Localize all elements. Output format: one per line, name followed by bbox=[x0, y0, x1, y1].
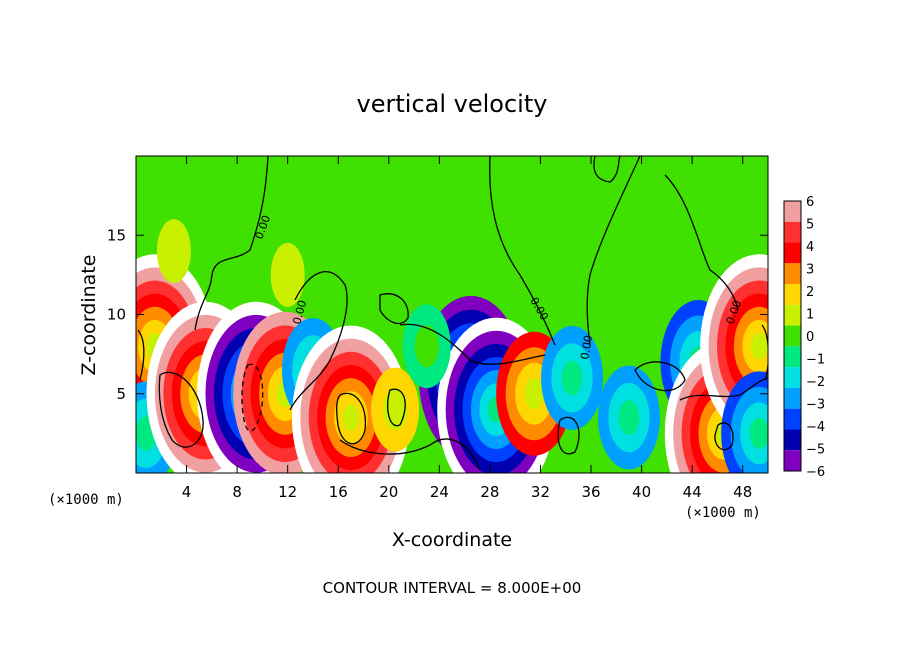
contour-line bbox=[761, 324, 768, 381]
colorbar-swatch bbox=[784, 325, 801, 347]
x-tick-label: 12 bbox=[278, 483, 297, 501]
x-tick-label: 36 bbox=[581, 483, 600, 501]
contour-line bbox=[241, 363, 264, 432]
x-tick-label: 8 bbox=[232, 483, 242, 501]
contour-line bbox=[557, 416, 580, 455]
velocity-cell bbox=[270, 242, 305, 307]
x-axis-unit: (×1000 m) bbox=[48, 492, 124, 508]
colorbar-swatch bbox=[784, 387, 801, 409]
colorbar-label: 2 bbox=[806, 285, 814, 300]
contour-line bbox=[336, 392, 367, 445]
colorbar-label: −4 bbox=[806, 420, 825, 435]
colorbar-frame bbox=[783, 200, 802, 472]
contour-line bbox=[158, 371, 204, 448]
contour-label: 0.00 bbox=[290, 299, 309, 326]
x-tick-label: 24 bbox=[430, 483, 449, 501]
colorbar-swatch bbox=[784, 242, 801, 264]
colorbar-label: −3 bbox=[806, 398, 825, 413]
chart-title: vertical velocity bbox=[357, 90, 548, 118]
colorbar-label: 0 bbox=[806, 330, 814, 345]
x-tick-label: 20 bbox=[379, 483, 398, 501]
x-tick-label: 44 bbox=[683, 483, 702, 501]
colorbar-swatch bbox=[784, 450, 801, 471]
velocity-cell bbox=[524, 378, 544, 410]
colorbar-label: 5 bbox=[806, 218, 814, 233]
contour-interval-note: CONTOUR INTERVAL = 8.000E+00 bbox=[323, 579, 582, 597]
colorbar-label: −1 bbox=[806, 353, 825, 368]
y-axis-ticks: 5 10 15 bbox=[107, 226, 768, 403]
contour-line bbox=[714, 422, 734, 451]
x-tick-label: 4 bbox=[182, 483, 192, 501]
colorbar-label: −5 bbox=[806, 443, 825, 458]
colorbar-label: 1 bbox=[806, 308, 814, 323]
x-tick-label: 28 bbox=[480, 483, 499, 501]
contour-line bbox=[399, 323, 546, 365]
y-axis-unit: (×1000 m) bbox=[685, 505, 761, 521]
contour-line bbox=[489, 156, 556, 346]
contour-line bbox=[664, 174, 739, 311]
contour-line bbox=[194, 156, 269, 331]
contour-line bbox=[339, 438, 481, 471]
velocity-cell bbox=[156, 219, 191, 284]
contour-label: 0.00 bbox=[578, 334, 595, 360]
colorbar-label: 3 bbox=[806, 263, 814, 278]
colorbar-swatch bbox=[784, 284, 801, 305]
y-tick-label: 15 bbox=[107, 226, 126, 244]
contour-line bbox=[387, 388, 406, 427]
colorbar-label: −2 bbox=[806, 375, 825, 390]
colorbar-swatch bbox=[784, 201, 801, 222]
colorbar-swatch bbox=[784, 346, 801, 368]
colorbar-swatch bbox=[784, 263, 801, 285]
colorbar-swatch bbox=[784, 408, 801, 430]
y-tick-label: 10 bbox=[107, 306, 126, 324]
velocity-cell bbox=[414, 325, 439, 368]
y-tick-label: 5 bbox=[116, 385, 126, 403]
contour-line bbox=[586, 156, 641, 346]
contour-line bbox=[137, 329, 145, 381]
x-tick-label: 48 bbox=[733, 483, 752, 501]
colorbar-label: 6 bbox=[806, 195, 814, 210]
y-axis-label: Z-coordinate bbox=[78, 255, 100, 376]
zero-contours bbox=[137, 156, 768, 471]
x-tick-label: 32 bbox=[531, 483, 550, 501]
contour-line bbox=[379, 293, 409, 325]
contour-line bbox=[593, 156, 621, 183]
colorbar-swatch bbox=[784, 429, 801, 451]
colorbar: 6 5 4 3 2 1 0 −1 −2 −3 −4 −5 −6 bbox=[783, 195, 825, 480]
colorbar-swatch bbox=[784, 221, 801, 243]
contour-line bbox=[679, 377, 768, 401]
velocity-cell bbox=[561, 360, 583, 396]
velocity-cell bbox=[749, 417, 768, 449]
velocity-cell bbox=[383, 388, 408, 431]
contour-line bbox=[634, 361, 686, 392]
x-axis-ticks: 4 8 12 16 20 24 28 32 36 40 44 48 bbox=[182, 156, 752, 501]
colorbar-label: 4 bbox=[806, 240, 814, 255]
velocity-cell bbox=[618, 400, 640, 435]
x-tick-label: 16 bbox=[329, 483, 348, 501]
x-axis-label: X-coordinate bbox=[392, 529, 512, 551]
colorbar-swatch bbox=[784, 304, 801, 326]
contour-line bbox=[289, 271, 348, 411]
x-tick-label: 40 bbox=[632, 483, 651, 501]
colorbar-label: −6 bbox=[806, 465, 825, 480]
velocity-cell bbox=[342, 404, 360, 431]
velocity-cell bbox=[750, 333, 768, 360]
colorbar-swatch bbox=[784, 367, 801, 388]
